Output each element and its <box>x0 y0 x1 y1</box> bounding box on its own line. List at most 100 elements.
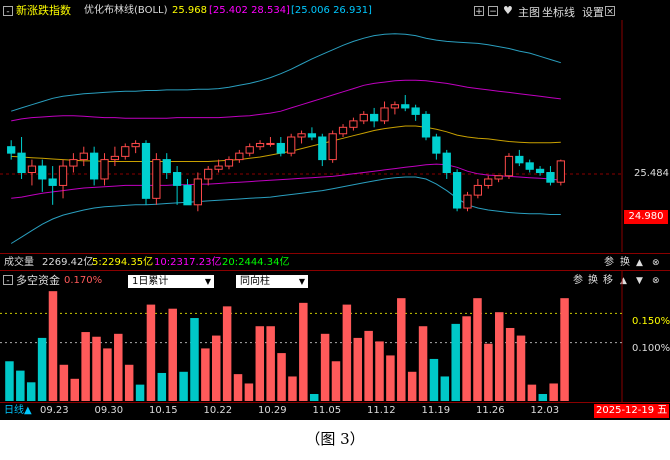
divider <box>0 270 670 271</box>
money-flow-bar <box>16 370 25 401</box>
money-flow-bar <box>26 382 36 401</box>
money-flow-bar <box>505 327 515 401</box>
money-flow-bar <box>103 348 112 401</box>
candle-body <box>473 184 482 196</box>
candle <box>224 156 234 170</box>
candle-body <box>515 155 524 164</box>
candle-body <box>235 152 244 161</box>
candle <box>131 140 140 154</box>
volume-params-button[interactable]: 参 <box>604 257 614 268</box>
money-flow-bar <box>331 361 341 401</box>
chevron-up-icon[interactable]: ▲ <box>636 258 643 268</box>
sub-move-button[interactable]: 移 <box>603 275 613 286</box>
x-tick-label: 11.19 <box>421 405 451 416</box>
indicator-name[interactable]: 优化布林线(BOLL) <box>84 5 168 16</box>
sub-params-button[interactable]: 参 <box>573 275 583 286</box>
candle-body <box>349 120 358 128</box>
close-icon[interactable]: × <box>605 6 615 17</box>
money-flow-bar <box>37 337 47 401</box>
candle-body <box>287 136 296 154</box>
sub-panel-title: 多空资金 <box>16 274 60 287</box>
money-flow-bar <box>255 326 265 401</box>
candle-body <box>546 172 555 183</box>
money-flow-bar <box>190 318 199 401</box>
candle-body <box>494 175 503 180</box>
candle-body <box>255 142 265 148</box>
candle-body <box>318 136 327 161</box>
candle <box>525 159 534 173</box>
candle <box>214 159 223 173</box>
settings-button[interactable]: 设置 <box>582 6 604 19</box>
chevron-down-icon[interactable]: ▼ <box>636 276 643 286</box>
money-flow-bar <box>114 333 123 401</box>
minus-box-icon[interactable]: − <box>488 6 498 17</box>
money-flow-bar <box>157 372 167 401</box>
candle <box>307 127 317 141</box>
money-flow-bar <box>309 393 319 401</box>
boll-upper-line <box>11 33 561 112</box>
money-flow-bar <box>353 337 362 401</box>
x-tick-label: 10.22 <box>203 405 233 416</box>
candle-body <box>525 162 534 170</box>
candle-body <box>38 165 47 180</box>
candle <box>7 140 16 160</box>
candle <box>556 159 565 186</box>
money-flow-bar <box>81 332 90 401</box>
bar-mode-dropdown[interactable]: 同向柱 ▼ <box>236 275 308 288</box>
close-icon[interactable]: ⊗ <box>652 276 660 286</box>
candle <box>287 133 296 157</box>
money-flow-bar <box>320 333 330 401</box>
candle <box>421 111 431 141</box>
main-chart-button[interactable]: 主图 <box>518 6 540 19</box>
collapse-icon[interactable]: - <box>3 275 13 286</box>
chevron-up-icon[interactable]: ▲ <box>620 276 627 286</box>
stock-chart-app: - 新涨跌指数 优化布林线(BOLL) 25.968 [25.402 28.53… <box>0 0 670 420</box>
candle-body <box>100 159 109 180</box>
candle <box>48 166 57 205</box>
candle <box>121 143 130 160</box>
candle <box>141 140 151 205</box>
candle-body <box>276 142 285 154</box>
money-flow-bar <box>92 336 101 401</box>
x-tick-label: 10.15 <box>149 405 178 416</box>
candle <box>390 101 400 115</box>
candle-body <box>359 113 368 122</box>
plus-box-icon[interactable]: + <box>474 6 484 17</box>
divider <box>0 402 670 403</box>
date-tag: 2025-12-19 五 <box>594 404 670 418</box>
money-flow-bar <box>527 384 537 401</box>
candle <box>318 133 327 167</box>
accumulate-dropdown[interactable]: 1日累计 ▼ <box>128 275 214 288</box>
close-icon[interactable]: ⊗ <box>652 258 660 268</box>
sub-switch-button[interactable]: 换 <box>588 275 598 286</box>
boll-mid-value: 25.968 <box>172 5 207 16</box>
money-flow-bar <box>299 302 308 401</box>
x-tick-label: 11.05 <box>312 405 342 416</box>
candle <box>110 146 120 167</box>
divider <box>0 253 670 254</box>
candle-body <box>58 165 68 186</box>
price-label: 25.484 <box>634 168 669 179</box>
candle <box>193 172 202 212</box>
candle <box>380 101 389 125</box>
candle <box>349 117 358 131</box>
candle <box>69 153 78 173</box>
money-flow-bar <box>244 383 254 401</box>
candle <box>473 178 482 199</box>
heart-icon[interactable]: ♥ <box>503 4 513 17</box>
candle-body <box>224 159 234 167</box>
boll-band1-value: [25.402 28.534] <box>209 5 290 16</box>
candle-body <box>328 133 337 161</box>
candle <box>152 153 161 205</box>
period-mode[interactable]: 日线▲ <box>4 405 32 416</box>
ref-label-100: 0.100% <box>632 343 670 354</box>
candle-body <box>535 168 545 174</box>
volume-switch-button[interactable]: 换 <box>620 257 630 268</box>
collapse-icon[interactable]: - <box>3 6 13 17</box>
coord-line-button[interactable]: 坐标线 <box>542 6 575 19</box>
candle <box>463 191 472 212</box>
money-flow-bar <box>179 371 188 401</box>
money-flow-bar <box>48 291 58 401</box>
candle-body <box>183 184 192 206</box>
candle <box>359 111 368 125</box>
